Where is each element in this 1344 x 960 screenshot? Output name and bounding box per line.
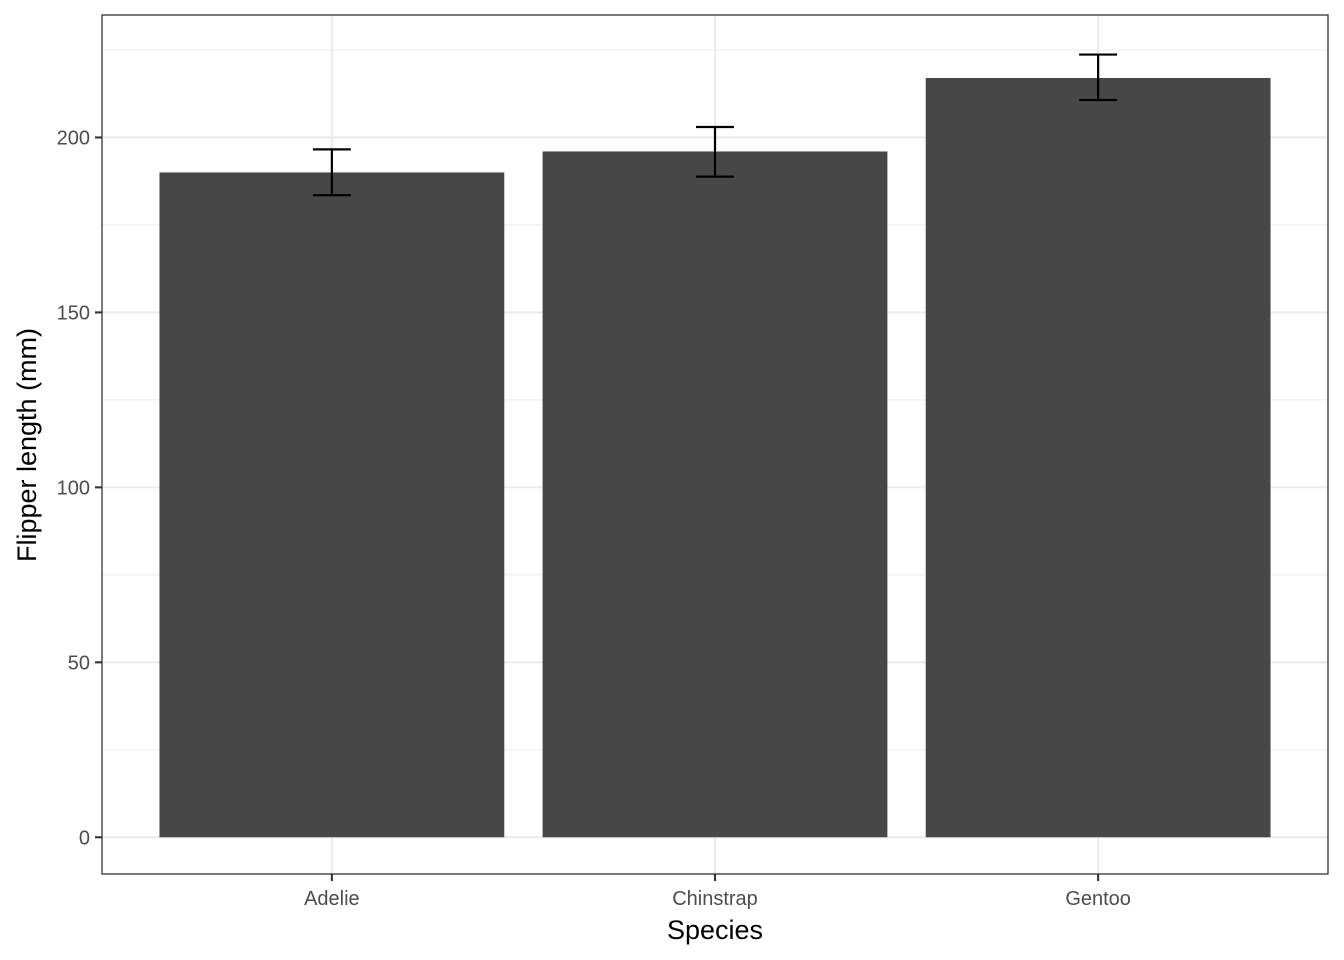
x-tick-label: Adelie [304, 888, 360, 910]
y-tick-label: 0 [79, 827, 90, 849]
errorbar-adelie [312, 148, 351, 197]
bar-chinstrap [542, 151, 888, 838]
bars [159, 77, 1271, 838]
y-tick-label: 200 [57, 127, 90, 149]
y-axis: 0 50 100 150 200 [57, 127, 102, 849]
errorbar-chinstrap [696, 125, 734, 178]
x-tick-label: Chinstrap [672, 888, 758, 910]
x-axis: Adelie Chinstrap Gentoo [304, 874, 1131, 910]
bar-adelie [159, 172, 505, 838]
errorbar-gentoo [1079, 53, 1118, 102]
y-tick-label: 50 [68, 652, 90, 674]
y-tick-label: 100 [57, 477, 90, 499]
y-axis-title: Flipper length (mm) [12, 328, 42, 562]
x-axis-title: Species [667, 915, 763, 945]
x-tick-label: Gentoo [1065, 888, 1131, 910]
error-bars [312, 53, 1118, 197]
y-tick-label: 150 [57, 302, 90, 324]
bar-gentoo [925, 77, 1271, 838]
